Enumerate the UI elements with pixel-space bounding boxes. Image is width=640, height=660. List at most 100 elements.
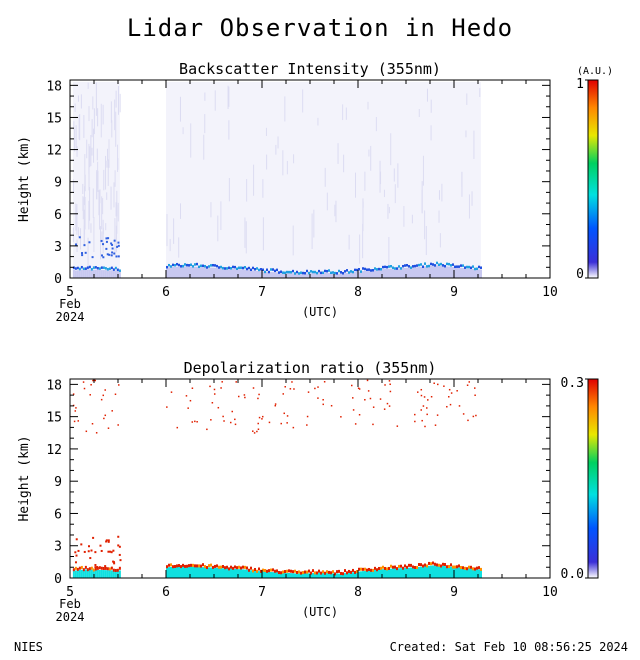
aerosol-column — [368, 270, 370, 278]
aerosol-column — [118, 270, 121, 278]
depol-noise-point — [322, 403, 324, 406]
depol-top — [404, 564, 406, 568]
depol-column — [312, 573, 314, 578]
depol-top — [214, 564, 216, 568]
depol-column — [300, 573, 302, 578]
aerosol-top — [308, 271, 310, 275]
depol-column — [192, 566, 194, 578]
depol-column — [112, 570, 115, 578]
noise-streak — [179, 96, 181, 122]
depol-top — [352, 568, 354, 572]
aerosol-top — [170, 265, 172, 268]
depol-cloud-pixel — [112, 561, 115, 564]
noise-streak — [438, 210, 440, 223]
aerosol-column — [380, 269, 382, 278]
depol-column — [346, 572, 348, 578]
noise-streak — [78, 227, 80, 238]
aerosol-top — [208, 265, 210, 268]
noise-streak — [114, 218, 116, 254]
aerosol-column — [412, 267, 414, 278]
depol-column — [386, 568, 388, 578]
aerosol-top — [216, 264, 218, 268]
depol-noise-point — [211, 402, 214, 404]
noise-streak — [102, 219, 104, 254]
aerosol-top — [340, 271, 342, 274]
aerosol-top — [292, 269, 294, 273]
depol-top — [104, 566, 107, 570]
depol-top — [324, 571, 326, 575]
depol-column — [82, 569, 85, 578]
noise-streak — [190, 123, 192, 158]
depol-noise-point — [306, 415, 309, 418]
depol-top — [322, 570, 324, 574]
depol-column — [330, 573, 332, 578]
depol-noise-point — [284, 386, 286, 388]
cloud-pixel — [107, 237, 110, 240]
depol-cloud-pixel — [94, 551, 97, 554]
depol-cloud-pixel — [83, 550, 86, 553]
noise-streak — [337, 143, 339, 164]
noise-streak — [468, 194, 470, 219]
depol-cloud-pixel — [92, 536, 95, 539]
depol-top — [272, 568, 274, 572]
noise-streak — [82, 196, 84, 211]
depol-noise-point — [414, 420, 416, 423]
noise-streak — [393, 168, 395, 182]
y-tick-label: 15 — [46, 111, 62, 126]
noise-streak — [72, 179, 74, 193]
aerosol-top — [464, 266, 466, 269]
depol-top — [180, 565, 182, 569]
noise-streak — [88, 200, 90, 230]
depol-top — [366, 568, 368, 572]
aerosol-column — [340, 273, 342, 278]
aerosol-top — [478, 265, 480, 269]
aerosol-top — [396, 267, 398, 270]
aerosol-top — [220, 265, 222, 269]
noise-streak — [89, 186, 91, 221]
y-tick-label: 18 — [46, 79, 62, 94]
depol-column — [262, 571, 264, 578]
aerosol-top — [352, 270, 354, 274]
y-tick-label: 3 — [54, 240, 62, 255]
depol-column — [284, 572, 286, 578]
aerosol-top — [194, 263, 196, 266]
depol-noise-point — [386, 402, 389, 405]
depol-column — [212, 567, 214, 578]
depol-top — [270, 568, 272, 572]
aerosol-column — [188, 266, 190, 278]
depol-noise-point — [323, 381, 326, 383]
data-layer — [72, 379, 482, 578]
depol-column — [108, 570, 111, 578]
aerosol-column — [252, 270, 254, 278]
depol-top — [76, 567, 79, 571]
aerosol-column — [222, 268, 224, 278]
noise-streak — [471, 191, 473, 206]
depol-column — [224, 568, 226, 578]
depol-top — [208, 564, 210, 568]
depol-top — [218, 565, 220, 569]
noise-streak — [324, 167, 326, 187]
aerosol-column — [342, 273, 344, 278]
aerosol-column — [304, 273, 306, 278]
aerosol-top — [342, 271, 344, 275]
noise-streak — [204, 114, 206, 134]
aerosol-top — [108, 267, 111, 270]
noise-streak — [411, 214, 413, 224]
cloud-pixel — [105, 247, 108, 250]
depol-noise-point — [107, 427, 110, 429]
depol-top — [216, 564, 218, 568]
depol-cloud-pixel — [96, 566, 99, 569]
noise-streak — [262, 217, 264, 251]
depol-top — [98, 566, 101, 570]
depol-top — [336, 570, 338, 574]
depol-column — [84, 569, 87, 578]
aerosol-top — [312, 270, 314, 274]
depol-top — [476, 566, 478, 570]
aerosol-column — [204, 267, 206, 278]
depol-noise-point — [91, 423, 94, 425]
chart-title: Backscatter Intensity (355nm) — [179, 60, 441, 78]
noise-streak — [117, 202, 119, 222]
depol-column — [364, 570, 366, 578]
noise-streak — [210, 202, 212, 218]
aerosol-top — [448, 262, 450, 266]
